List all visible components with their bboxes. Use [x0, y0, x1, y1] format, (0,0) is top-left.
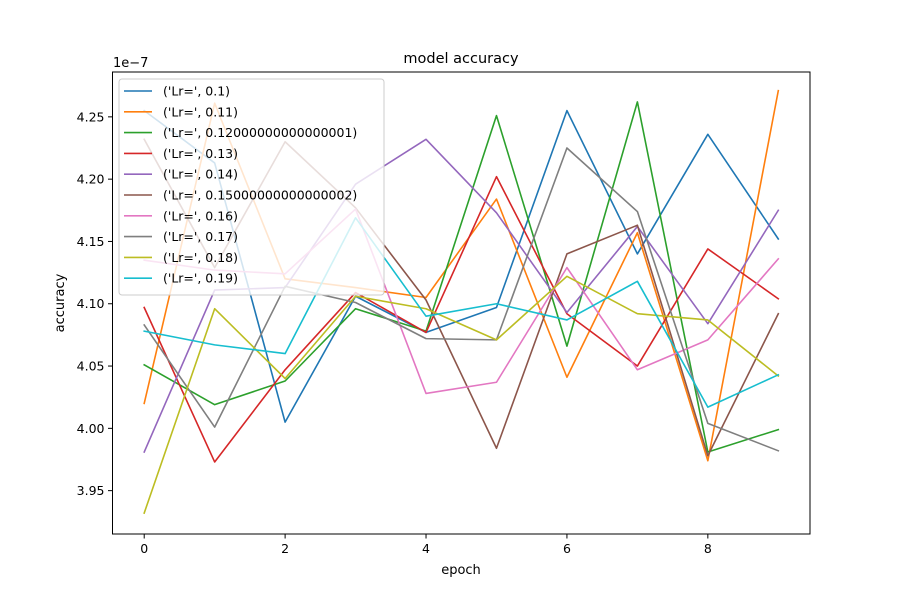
- legend-label-3: ('Lr=', 0.13): [163, 146, 238, 161]
- y-tick-label: 4.20: [77, 172, 105, 187]
- legend-label-6: ('Lr=', 0.16): [163, 208, 238, 223]
- y-offset-label: 1e−7: [113, 56, 148, 71]
- x-tick-label: 4: [422, 541, 430, 556]
- legend-box: [118, 78, 385, 296]
- series-line-2: [143, 101, 780, 453]
- series-line-9: [143, 216, 780, 408]
- y-tick-label: 4.15: [77, 234, 105, 249]
- y-tick-label: 4.05: [77, 359, 105, 374]
- x-axis-label: epoch: [441, 563, 481, 578]
- y-tick-label: 3.95: [77, 483, 105, 498]
- series-line-3: [143, 175, 780, 463]
- legend-label-1: ('Lr=', 0.11): [163, 104, 238, 119]
- legend-label-4: ('Lr=', 0.14): [163, 167, 238, 182]
- series-line-8: [143, 275, 780, 515]
- legend: ('Lr=', 0.1) ('Lr=', 0.11) ('Lr=', 0.12000…: [118, 78, 385, 296]
- x-tick-label: 2: [281, 541, 289, 556]
- y-axis-ticks: 3.95 4.00 4.05 4.10 4.15 4.20 4.25: [77, 109, 113, 498]
- y-axis-label: accuracy: [53, 273, 68, 332]
- y-tick-label: 4.10: [77, 296, 105, 311]
- y-tick-label: 4.25: [77, 109, 105, 124]
- legend-label-2: ('Lr=', 0.12000000000000001): [163, 125, 357, 140]
- legend-label-0: ('Lr=', 0.1): [163, 84, 230, 99]
- axes-frame: [112, 71, 811, 535]
- plot-lines: [143, 89, 780, 515]
- y-tick-label: 4.00: [77, 421, 105, 436]
- legend-label-7: ('Lr=', 0.17): [163, 229, 238, 244]
- legend-label-8: ('Lr=', 0.18): [163, 250, 238, 265]
- legend-label-9: ('Lr=', 0.19): [163, 271, 238, 286]
- x-tick-label: 8: [704, 541, 712, 556]
- x-tick-label: 0: [140, 541, 148, 556]
- legend-label-5: ('Lr=', 0.15000000000000002): [163, 188, 357, 203]
- chart-title: model accuracy: [403, 51, 519, 67]
- x-axis-ticks: 0 2 4 6 8: [140, 534, 712, 556]
- x-tick-label: 6: [563, 541, 571, 556]
